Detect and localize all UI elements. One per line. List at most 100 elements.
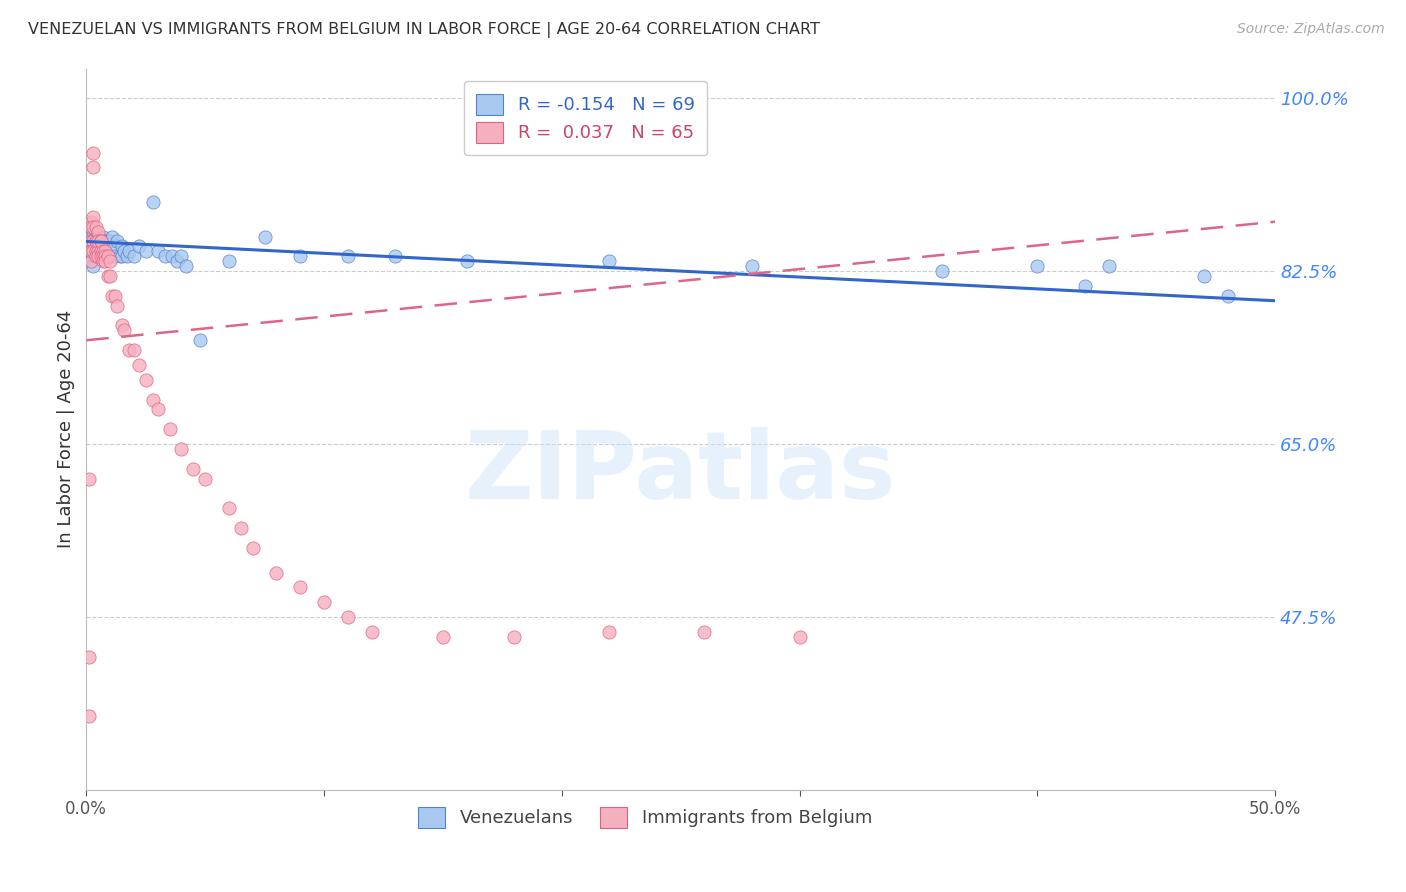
- Point: [242, 541, 264, 555]
- Point: [80, 215, 103, 229]
- Point: [336, 249, 359, 263]
- Point: [118, 343, 141, 358]
- Point: [128, 358, 150, 372]
- Point: [122, 249, 145, 263]
- Point: [112, 323, 135, 337]
- Point: [98, 235, 121, 249]
- Point: [104, 289, 127, 303]
- Point: [82, 244, 104, 259]
- Point: [122, 343, 145, 358]
- Point: [170, 249, 193, 263]
- Point: [82, 235, 104, 249]
- Point: [1192, 268, 1215, 283]
- Point: [253, 229, 276, 244]
- Point: [105, 299, 128, 313]
- Point: [108, 249, 131, 263]
- Point: [190, 333, 212, 347]
- Y-axis label: In Labor Force | Age 20-64: In Labor Force | Age 20-64: [58, 310, 75, 549]
- Point: [384, 249, 406, 263]
- Point: [1216, 289, 1239, 303]
- Point: [94, 244, 117, 259]
- Point: [77, 708, 100, 723]
- Point: [97, 249, 120, 263]
- Point: [142, 194, 165, 209]
- Point: [135, 244, 157, 259]
- Point: [77, 472, 100, 486]
- Point: [80, 229, 103, 244]
- Point: [82, 219, 104, 234]
- Point: [82, 225, 104, 239]
- Point: [112, 244, 135, 259]
- Point: [741, 259, 763, 273]
- Point: [82, 244, 104, 259]
- Point: [1074, 279, 1097, 293]
- Point: [98, 254, 121, 268]
- Point: [91, 244, 114, 259]
- Point: [84, 235, 107, 249]
- Point: [91, 249, 114, 263]
- Point: [82, 235, 104, 249]
- Point: [218, 501, 240, 516]
- Point: [77, 649, 100, 664]
- Point: [91, 235, 114, 249]
- Point: [82, 145, 104, 160]
- Point: [84, 249, 107, 263]
- Point: [87, 235, 110, 249]
- Point: [101, 289, 124, 303]
- Point: [80, 249, 103, 263]
- Point: [194, 472, 217, 486]
- Point: [87, 244, 110, 259]
- Point: [142, 392, 165, 407]
- Point: [84, 229, 107, 244]
- Point: [101, 229, 124, 244]
- Point: [84, 244, 107, 259]
- Point: [87, 249, 110, 263]
- Point: [90, 244, 112, 259]
- Point: [82, 249, 104, 263]
- Point: [77, 244, 100, 259]
- Point: [598, 624, 620, 639]
- Point: [84, 244, 107, 259]
- Point: [159, 422, 181, 436]
- Point: [87, 235, 110, 249]
- Point: [1026, 259, 1049, 273]
- Point: [80, 254, 103, 268]
- Point: [77, 219, 100, 234]
- Text: VENEZUELAN VS IMMIGRANTS FROM BELGIUM IN LABOR FORCE | AGE 20-64 CORRELATION CHA: VENEZUELAN VS IMMIGRANTS FROM BELGIUM IN…: [28, 22, 820, 38]
- Point: [82, 210, 104, 224]
- Text: ZIPatlas: ZIPatlas: [465, 426, 897, 518]
- Point: [104, 249, 127, 263]
- Point: [90, 239, 112, 253]
- Point: [77, 235, 100, 249]
- Point: [146, 244, 169, 259]
- Point: [94, 254, 117, 268]
- Point: [90, 249, 112, 263]
- Point: [135, 373, 157, 387]
- Point: [82, 235, 104, 249]
- Point: [181, 461, 204, 475]
- Legend: Venezuelans, Immigrants from Belgium: Venezuelans, Immigrants from Belgium: [411, 800, 879, 835]
- Point: [115, 249, 138, 263]
- Text: Source: ZipAtlas.com: Source: ZipAtlas.com: [1237, 22, 1385, 37]
- Point: [456, 254, 478, 268]
- Point: [229, 521, 252, 535]
- Point: [104, 239, 127, 253]
- Point: [174, 259, 197, 273]
- Point: [80, 219, 103, 234]
- Point: [94, 235, 117, 249]
- Point: [80, 235, 103, 249]
- Point: [80, 254, 103, 268]
- Point: [98, 268, 121, 283]
- Point: [503, 630, 526, 644]
- Point: [931, 264, 953, 278]
- Point: [170, 442, 193, 456]
- Point: [598, 254, 620, 268]
- Point: [693, 624, 716, 639]
- Point: [84, 219, 107, 234]
- Point: [97, 249, 120, 263]
- Point: [218, 254, 240, 268]
- Point: [98, 249, 121, 263]
- Point: [94, 244, 117, 259]
- Point: [84, 249, 107, 263]
- Point: [360, 624, 382, 639]
